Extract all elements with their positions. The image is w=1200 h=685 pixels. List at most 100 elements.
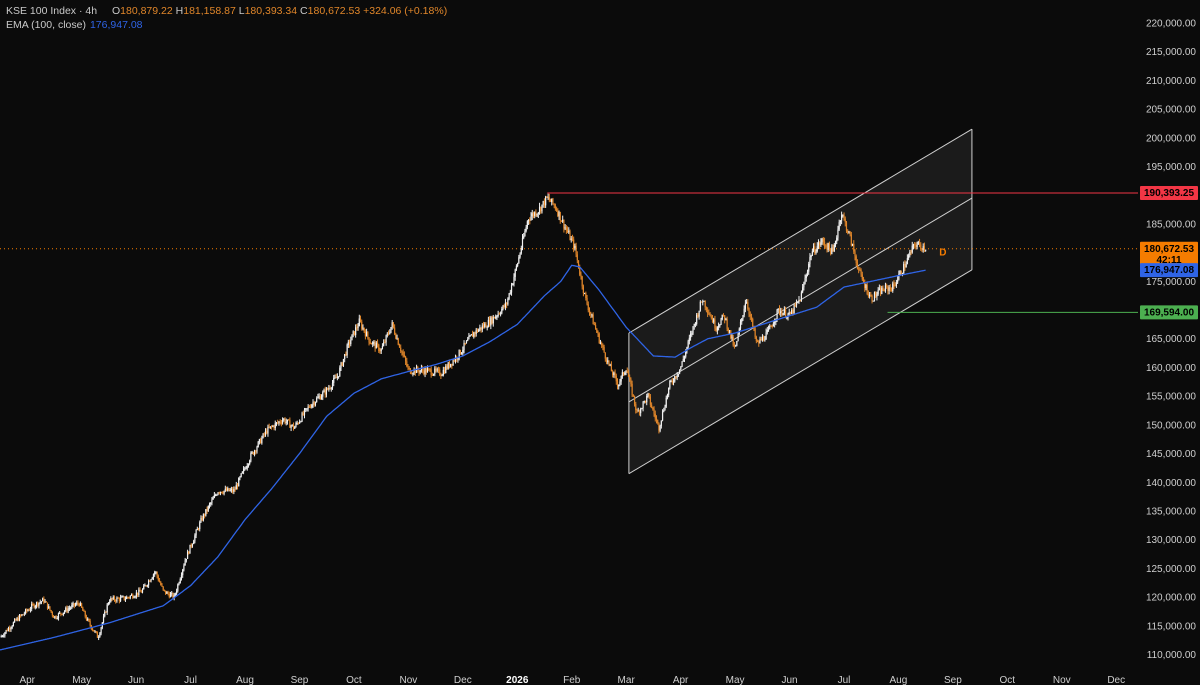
candle [597, 330, 599, 337]
candle-body [73, 603, 75, 606]
candle-body [351, 334, 353, 341]
candle-body [461, 352, 463, 355]
candle [441, 373, 443, 377]
candle-body [737, 333, 739, 341]
candle [195, 529, 197, 539]
candle [351, 334, 353, 341]
candle-body [621, 372, 623, 376]
candle [910, 249, 912, 256]
symbol-title[interactable]: KSE 100 Index · 4h [6, 5, 98, 17]
candle-body [330, 387, 332, 389]
channel-lower-line[interactable] [628, 269, 973, 475]
candle [694, 322, 697, 328]
candle [1, 634, 4, 638]
candle [724, 315, 726, 324]
candle-body [579, 268, 581, 275]
candle-body [710, 316, 712, 318]
candle [327, 387, 329, 391]
candle-body [44, 601, 46, 603]
candle-body [493, 316, 496, 319]
candle [865, 283, 867, 291]
candle [154, 570, 156, 577]
candle-body [675, 376, 677, 378]
candle [207, 505, 209, 513]
candle-body [575, 245, 577, 255]
candle-body [340, 362, 342, 368]
candle [308, 404, 310, 409]
candle [413, 367, 415, 376]
candle-body [484, 323, 486, 328]
candle [923, 242, 926, 253]
candle [887, 285, 889, 295]
candle [890, 287, 893, 292]
candle-body [117, 597, 119, 599]
y-tick-label: 145,000.00 [1146, 449, 1196, 460]
candle [631, 380, 633, 398]
time-axis[interactable]: Apr May Jun Jul Aug Sep Oct Nov Dec 2026 Feb Mar Apr… [0, 666, 1200, 685]
candle-body [479, 327, 481, 330]
candle-body [395, 334, 397, 339]
candle [581, 275, 583, 290]
candle-body [597, 332, 599, 334]
candle [497, 310, 499, 318]
candle [679, 369, 681, 375]
candle-body [250, 453, 252, 461]
candle [117, 596, 119, 599]
candle [94, 630, 96, 633]
dividend-marker-label[interactable]: D [939, 247, 946, 258]
horizontal-levels[interactable] [0, 192, 1138, 313]
candle-body [629, 376, 631, 380]
candle-body [893, 283, 895, 286]
candle-body [325, 388, 328, 395]
candle [52, 614, 55, 618]
candle-body [910, 251, 912, 253]
candle [100, 626, 102, 636]
candle-body [441, 374, 443, 377]
candle [921, 248, 923, 253]
candle [116, 596, 118, 603]
candle [766, 326, 768, 335]
y-tick-label: 205,000.00 [1146, 105, 1196, 116]
candle [746, 299, 748, 304]
candle-body [447, 362, 449, 369]
candle [70, 606, 72, 611]
candle [769, 323, 771, 330]
dividend-marker[interactable]: D [939, 247, 946, 258]
candle-body [661, 411, 664, 421]
candle-body [850, 234, 852, 246]
price-axis[interactable]: 110,000.00115,000.00120,000.00125,000.00… [1138, 0, 1200, 685]
candle [854, 249, 856, 261]
candle-body [352, 331, 354, 335]
candle [489, 316, 491, 327]
candle [819, 241, 821, 250]
candle-body [91, 628, 94, 630]
candle-body [744, 303, 746, 309]
candle-body [882, 287, 884, 291]
candle [731, 334, 733, 341]
candle-body [646, 396, 648, 403]
candle [165, 590, 167, 596]
candle-body [342, 358, 345, 366]
candle [911, 241, 913, 254]
candle [643, 400, 645, 404]
candle [283, 417, 285, 422]
candle [862, 276, 865, 283]
candle [387, 330, 390, 336]
candle [541, 204, 543, 214]
candle [435, 366, 437, 373]
channel-upper-line[interactable] [628, 128, 973, 334]
candle-body [728, 330, 731, 332]
candle [687, 339, 689, 350]
ema-label[interactable]: EMA (100, close) [6, 19, 86, 31]
candle [228, 488, 230, 492]
candle-body [580, 274, 582, 277]
candle [384, 339, 386, 344]
x-tick-label: Apr [19, 675, 35, 685]
candle [676, 372, 678, 381]
candle-body [620, 375, 622, 382]
candle [230, 486, 233, 493]
candle-body [368, 337, 370, 343]
candle-body [830, 248, 832, 254]
candle-body [37, 602, 39, 606]
